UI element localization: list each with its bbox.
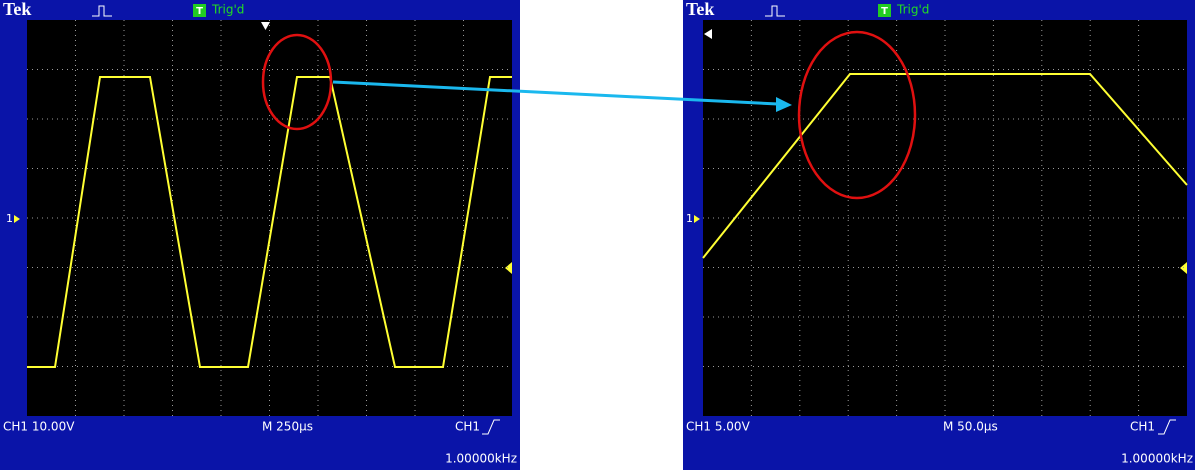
brand: Tek — [686, 0, 714, 19]
scope-screen — [703, 20, 1187, 416]
ground-marker: 1 — [686, 212, 693, 225]
frequency: 1.00000kHz — [445, 452, 517, 466]
trigger-icon: T — [881, 6, 888, 17]
channel-scale: CH1 10.00V — [3, 420, 75, 434]
frequency: 1.00000kHz — [1121, 452, 1193, 466]
ground-marker: 1 — [6, 212, 13, 225]
brand: Tek — [3, 0, 31, 19]
trigger-icon: T — [196, 6, 203, 17]
trigger-status: Trig'd — [896, 3, 929, 17]
trigger-status: Trig'd — [211, 3, 244, 17]
channel-scale: CH1 5.00V — [686, 420, 751, 434]
page: Tek T Trig'd 1 CH1 10.00V M 250µs CH1 1.… — [0, 0, 1199, 470]
timebase: M 250µs — [262, 420, 313, 434]
trigger-source: CH1 — [1130, 420, 1155, 434]
scope-left: Tek T Trig'd 1 CH1 10.00V M 250µs CH1 1.… — [0, 0, 520, 470]
trigger-source: CH1 — [455, 420, 480, 434]
timebase: M 50.0µs — [943, 420, 998, 434]
scope-right: Tek T Trig'd 1 CH1 5.00V M 50.0µs CH1 1.… — [683, 0, 1195, 470]
